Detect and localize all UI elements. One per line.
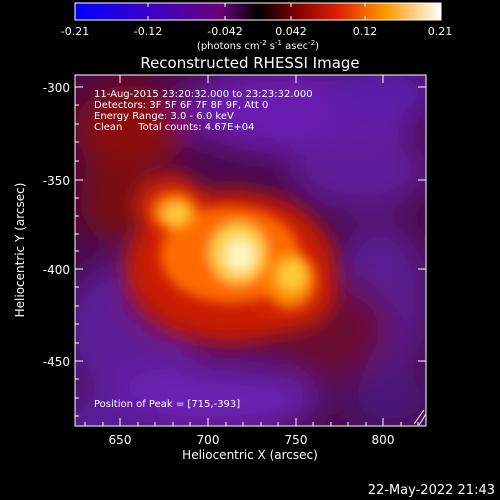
colorbar-tick: -0.21 [61, 25, 89, 38]
rhessi-image [75, 75, 426, 426]
y-tick-label: -400 [43, 263, 70, 277]
colorbar-gradient [74, 2, 442, 21]
x-tick-label: 750 [285, 433, 308, 447]
x-tick-label: 650 [109, 433, 132, 447]
x-axis-ticks [84, 75, 419, 426]
colorbar-tick: 0.21 [428, 25, 453, 38]
limb-marker [413, 409, 427, 426]
x-tick-label: 700 [197, 433, 220, 447]
y-tick-label: -300 [43, 81, 70, 95]
energy-range-text: Energy Range: 3.0 - 6.0 keV [94, 111, 234, 122]
y-axis-ticks [75, 86, 426, 417]
x-axis-label: Heliocentric X (arcsec) [182, 448, 318, 462]
colorbar-tick: 0.12 [353, 25, 378, 38]
colorbar-unit-label: (photons cm-2 s-1 asec-2) [197, 39, 319, 52]
colorbar-tick: -0.12 [134, 25, 162, 38]
timestamp: 22-May-2022 21:43 [368, 483, 495, 498]
colorbar-tick: -0.042 [207, 25, 242, 38]
peak-position-text: Position of Peak = [715,-393] [94, 399, 240, 410]
info-block: 11-Aug-2015 23:20:32.000 to 23:23:32.000… [94, 89, 313, 133]
colorbar: -0.21 -0.12 -0.042 0.042 0.12 0.21 (phot… [61, 2, 453, 52]
x-tick-label: 800 [372, 433, 395, 447]
time-range-text: 11-Aug-2015 23:20:32.000 to 23:23:32.000 [94, 89, 313, 100]
colorbar-tick: 0.042 [275, 25, 307, 38]
y-tick-label: -450 [43, 355, 70, 369]
detectors-text: Detectors: 3F 5F 6F 7F 8F 9F, Att 0 [94, 100, 268, 111]
y-tick-label: -350 [43, 174, 70, 188]
y-axis-label: Heliocentric Y (arcsec) [13, 183, 27, 318]
plot-title: Reconstructed RHESSI Image [140, 54, 359, 72]
clean-counts-text: Clean Total counts: 4.67E+04 [94, 122, 254, 133]
